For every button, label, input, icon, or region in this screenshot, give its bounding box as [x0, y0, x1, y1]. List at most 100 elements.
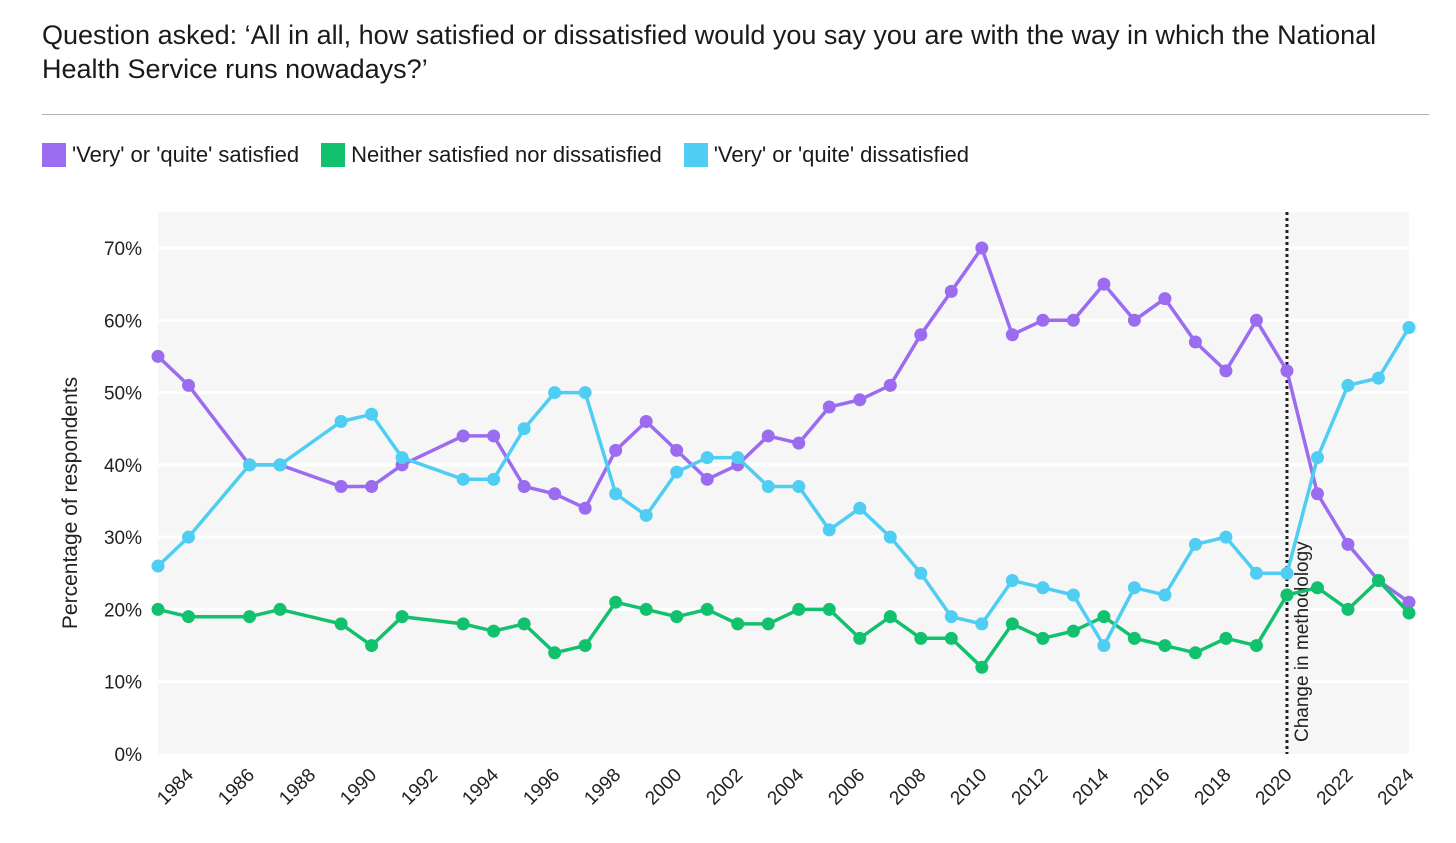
data-point-dissatisfied[interactable] — [914, 566, 928, 580]
data-point-neither[interactable] — [1158, 639, 1172, 653]
data-point-neither[interactable] — [1310, 581, 1324, 595]
data-point-neither[interactable] — [151, 602, 165, 616]
data-point-satisfied[interactable] — [1219, 364, 1233, 378]
data-point-dissatisfied[interactable] — [1158, 588, 1172, 602]
data-point-neither[interactable] — [853, 631, 867, 645]
data-point-neither[interactable] — [914, 631, 928, 645]
data-point-dissatisfied[interactable] — [151, 559, 165, 573]
data-point-dissatisfied[interactable] — [639, 508, 653, 522]
data-point-neither[interactable] — [975, 660, 989, 674]
data-point-satisfied[interactable] — [548, 487, 562, 501]
data-point-neither[interactable] — [1097, 610, 1111, 624]
data-point-satisfied[interactable] — [822, 400, 836, 414]
legend-item-dissatisfied[interactable]: 'Very' or 'quite' dissatisfied — [683, 142, 969, 168]
data-point-dissatisfied[interactable] — [883, 530, 897, 544]
data-point-satisfied[interactable] — [487, 429, 501, 443]
data-point-satisfied[interactable] — [517, 480, 531, 494]
data-point-dissatisfied[interactable] — [334, 414, 348, 428]
data-point-satisfied[interactable] — [182, 378, 196, 392]
data-point-satisfied[interactable] — [944, 284, 958, 298]
data-point-dissatisfied[interactable] — [761, 480, 775, 494]
data-point-neither[interactable] — [365, 639, 379, 653]
data-point-dissatisfied[interactable] — [609, 487, 623, 501]
data-point-satisfied[interactable] — [1097, 277, 1111, 291]
data-point-neither[interactable] — [243, 610, 257, 624]
data-point-neither[interactable] — [1188, 646, 1202, 660]
data-point-neither[interactable] — [1219, 631, 1233, 645]
data-point-neither[interactable] — [334, 617, 348, 631]
data-point-dissatisfied[interactable] — [182, 530, 196, 544]
data-point-dissatisfied[interactable] — [792, 480, 806, 494]
data-point-dissatisfied[interactable] — [273, 458, 287, 472]
data-point-satisfied[interactable] — [761, 429, 775, 443]
data-point-neither[interactable] — [609, 595, 623, 609]
data-point-dissatisfied[interactable] — [578, 386, 592, 400]
data-point-neither[interactable] — [944, 631, 958, 645]
data-point-satisfied[interactable] — [578, 501, 592, 515]
data-point-neither[interactable] — [792, 602, 806, 616]
data-point-neither[interactable] — [731, 617, 745, 631]
data-point-dissatisfied[interactable] — [853, 501, 867, 515]
data-point-dissatisfied[interactable] — [1371, 371, 1385, 385]
data-point-neither[interactable] — [1005, 617, 1019, 631]
data-point-dissatisfied[interactable] — [395, 451, 409, 465]
data-point-dissatisfied[interactable] — [1280, 566, 1294, 580]
data-point-satisfied[interactable] — [1036, 313, 1050, 327]
data-point-neither[interactable] — [273, 602, 287, 616]
data-point-dissatisfied[interactable] — [1249, 566, 1263, 580]
data-point-dissatisfied[interactable] — [700, 451, 714, 465]
data-point-satisfied[interactable] — [334, 480, 348, 494]
data-point-dissatisfied[interactable] — [944, 610, 958, 624]
data-point-dissatisfied[interactable] — [487, 472, 501, 486]
data-point-dissatisfied[interactable] — [1005, 574, 1019, 588]
data-point-satisfied[interactable] — [1188, 335, 1202, 349]
data-point-satisfied[interactable] — [151, 349, 165, 363]
data-point-dissatisfied[interactable] — [670, 465, 684, 479]
data-point-dissatisfied[interactable] — [1341, 378, 1355, 392]
data-point-neither[interactable] — [1341, 602, 1355, 616]
data-point-dissatisfied[interactable] — [822, 523, 836, 537]
data-point-neither[interactable] — [487, 624, 501, 638]
data-point-dissatisfied[interactable] — [1036, 581, 1050, 595]
data-point-dissatisfied[interactable] — [1402, 321, 1416, 335]
data-point-dissatisfied[interactable] — [365, 407, 379, 421]
data-point-satisfied[interactable] — [914, 328, 928, 342]
data-point-dissatisfied[interactable] — [548, 386, 562, 400]
data-point-neither[interactable] — [517, 617, 531, 631]
data-point-satisfied[interactable] — [1127, 313, 1141, 327]
data-point-dissatisfied[interactable] — [1127, 581, 1141, 595]
data-point-dissatisfied[interactable] — [731, 451, 745, 465]
data-point-dissatisfied[interactable] — [243, 458, 257, 472]
data-point-neither[interactable] — [1402, 606, 1416, 620]
data-point-neither[interactable] — [548, 646, 562, 660]
data-point-neither[interactable] — [395, 610, 409, 624]
data-point-neither[interactable] — [456, 617, 470, 631]
data-point-satisfied[interactable] — [792, 436, 806, 450]
data-point-neither[interactable] — [700, 602, 714, 616]
data-point-satisfied[interactable] — [1066, 313, 1080, 327]
data-point-satisfied[interactable] — [670, 443, 684, 457]
data-point-satisfied[interactable] — [1158, 292, 1172, 306]
data-point-satisfied[interactable] — [365, 480, 379, 494]
data-point-satisfied[interactable] — [1249, 313, 1263, 327]
data-point-neither[interactable] — [1066, 624, 1080, 638]
data-point-neither[interactable] — [761, 617, 775, 631]
data-point-satisfied[interactable] — [639, 414, 653, 428]
data-point-neither[interactable] — [578, 639, 592, 653]
data-point-dissatisfied[interactable] — [1310, 451, 1324, 465]
data-point-neither[interactable] — [670, 610, 684, 624]
data-point-neither[interactable] — [182, 610, 196, 624]
legend-item-satisfied[interactable]: 'Very' or 'quite' satisfied — [42, 142, 299, 168]
data-point-neither[interactable] — [883, 610, 897, 624]
data-point-neither[interactable] — [1036, 631, 1050, 645]
data-point-dissatisfied[interactable] — [1097, 639, 1111, 653]
data-point-satisfied[interactable] — [700, 472, 714, 486]
data-point-dissatisfied[interactable] — [1219, 530, 1233, 544]
data-point-neither[interactable] — [822, 602, 836, 616]
data-point-satisfied[interactable] — [1341, 537, 1355, 551]
data-point-dissatisfied[interactable] — [456, 472, 470, 486]
legend-item-neither[interactable]: Neither satisfied nor dissatisfied — [321, 142, 662, 168]
data-point-satisfied[interactable] — [1402, 595, 1416, 609]
data-point-dissatisfied[interactable] — [1188, 537, 1202, 551]
data-point-dissatisfied[interactable] — [517, 422, 531, 436]
